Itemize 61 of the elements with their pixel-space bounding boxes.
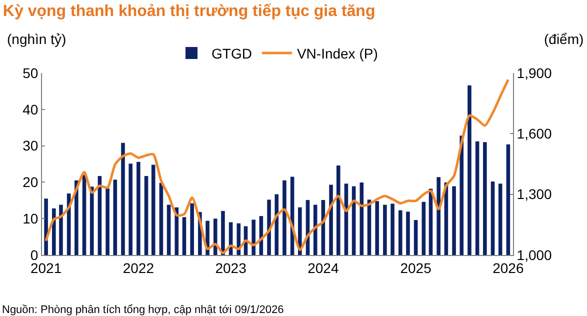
bar	[190, 203, 194, 255]
y2-tick-label: 1,900	[516, 64, 552, 81]
x-tick-label: 2023	[215, 260, 247, 276]
bar	[144, 176, 148, 255]
bar	[436, 177, 440, 255]
bar	[475, 141, 480, 255]
bar	[74, 180, 78, 255]
bar	[113, 180, 118, 255]
x-tick-label: 2025	[400, 260, 432, 276]
bar	[252, 220, 256, 255]
text: Nguồn: Phòng phân tích tổng hợp, cập nhật tới 09/1/2026	[2, 304, 284, 316]
y2-axis-title: (điểm)	[544, 31, 584, 47]
bar	[468, 85, 472, 255]
bar	[506, 144, 510, 255]
bar	[414, 220, 418, 255]
bar	[483, 142, 487, 255]
bar	[90, 186, 94, 255]
bar	[221, 210, 225, 255]
chart-title: Kỳ vọng thanh khoản thị trường tiếp tục gia tăng	[2, 2, 376, 20]
bar	[121, 142, 125, 255]
bar	[213, 218, 218, 255]
bar	[406, 212, 410, 255]
bar	[282, 180, 286, 255]
y-axis-title: (nghìn tỷ)	[7, 31, 66, 47]
y2-tick-label: 1,300	[516, 186, 552, 202]
bar	[151, 164, 156, 255]
bar	[398, 210, 402, 255]
bar	[159, 182, 164, 255]
y2-tick-label: 1,600	[516, 126, 552, 142]
bar	[390, 204, 394, 255]
x-tick-label: 2024	[308, 260, 339, 276]
bar	[136, 162, 140, 255]
y-tick-label: 40	[22, 101, 38, 118]
bar	[298, 207, 302, 255]
x-tick-label: 2022	[122, 260, 154, 276]
bar	[452, 186, 456, 255]
bar	[106, 188, 110, 255]
bar	[336, 165, 340, 255]
bar	[128, 164, 132, 255]
bar	[422, 202, 426, 255]
y-tick-label: 20	[22, 174, 38, 190]
bar	[59, 204, 63, 255]
y-tick-label: 50	[22, 64, 38, 81]
bar	[460, 136, 464, 255]
bar	[498, 184, 502, 255]
legend-label: VN-Index (P)	[296, 45, 378, 62]
bar	[52, 208, 56, 255]
bar	[383, 204, 387, 255]
bar	[490, 181, 495, 255]
bar	[274, 194, 279, 255]
bar	[166, 204, 171, 255]
line-series	[44, 78, 510, 254]
legend-label: GTGD	[212, 45, 252, 62]
bar	[267, 200, 271, 255]
bar	[329, 184, 333, 255]
y-tick-label: 30	[22, 138, 38, 154]
bar	[82, 174, 86, 255]
bar	[44, 198, 48, 255]
bar	[375, 201, 379, 255]
y-tick-label: 10	[22, 210, 38, 226]
bar	[182, 217, 186, 255]
